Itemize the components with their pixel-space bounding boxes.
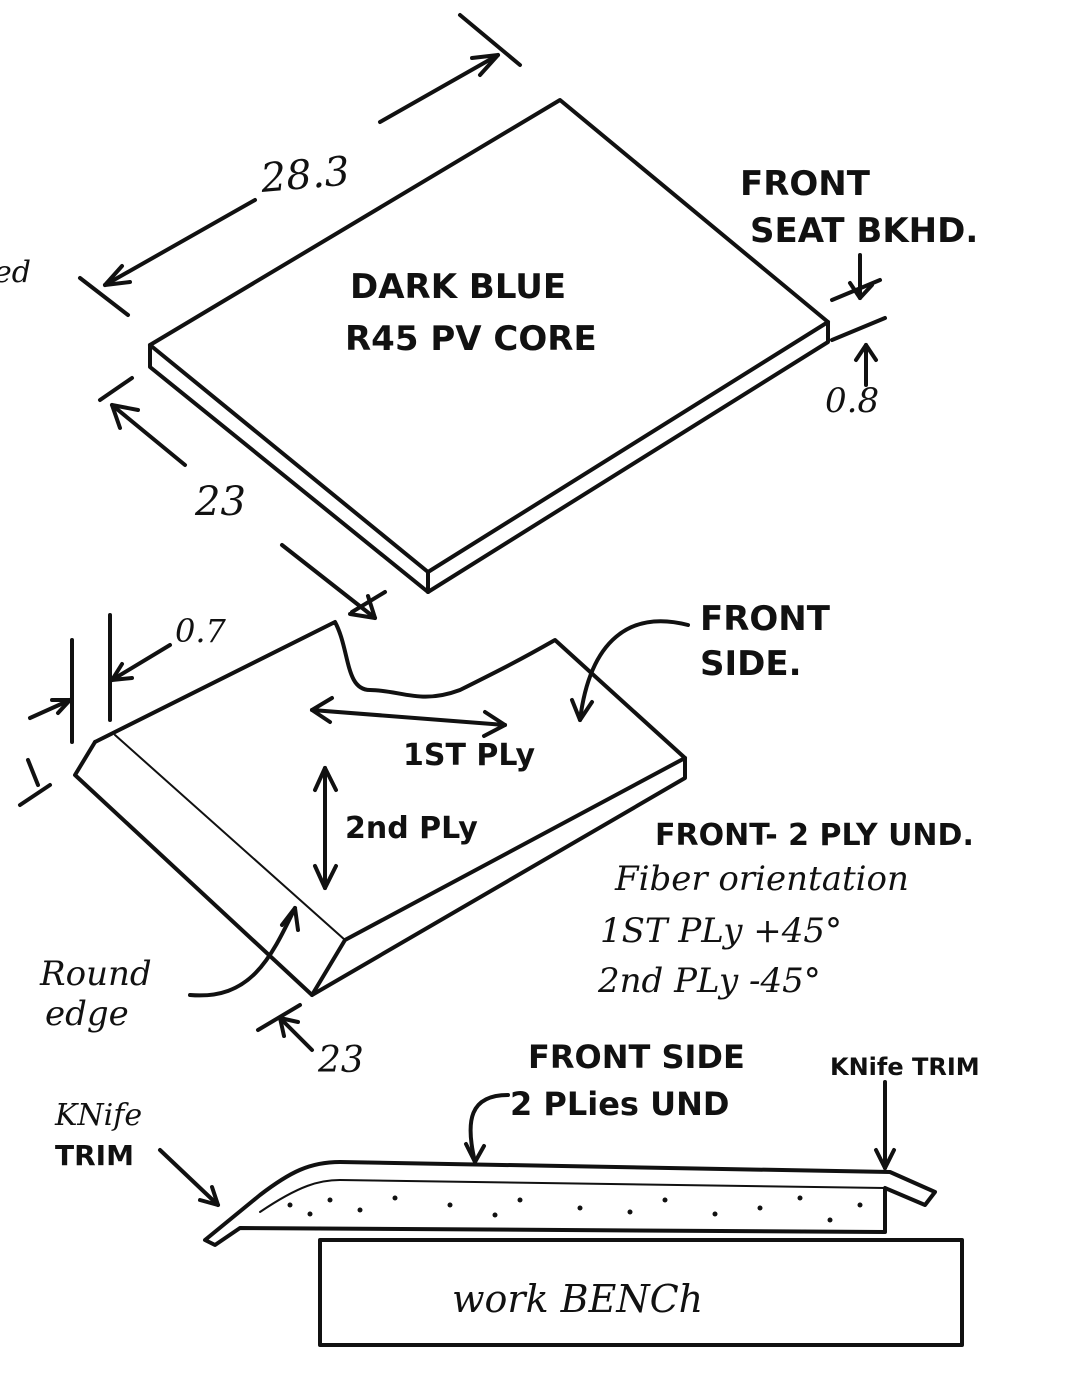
bench-top-line1: FRONT SIDE [528,1038,745,1076]
core-material-line2: R45 PV CORE [345,319,597,359]
dim-width2-line [256,1003,314,1052]
dim-thickness-label: 0.8 [825,381,879,421]
edge-line1: Round [39,954,152,994]
left-trim-arrow [158,1148,220,1207]
location-line2: SEAT BKHD. [750,211,978,251]
side-line1: FRONT [700,599,831,639]
ply1-label: 1ST PLy [403,738,535,773]
dim-width2-label: 23 [317,1040,364,1081]
dim-length-line [78,13,522,317]
note-line3: 1ST PLy +45° [600,911,842,951]
left-trim-line1: KNife [54,1098,142,1133]
front-side-arrow [570,619,690,722]
left-trim-line2: TRIM [55,1139,134,1172]
ply2-label: 2nd PLy [345,811,478,846]
round-edge-arrow [188,906,300,998]
edge-line2: edge [45,994,129,1034]
right-trim-label: KNife TRIM [830,1053,980,1081]
layup-top-face [93,620,687,997]
core-dots [287,1195,863,1223]
dim-thickness-line [830,253,887,387]
core-thickness-edge [148,320,830,594]
dim-edge-label: 0.7 [175,612,227,650]
work-bench [318,1238,964,1347]
plies-arrow [464,1093,510,1164]
bench-top-line2: 2 PLies UND [510,1085,729,1123]
ply1-arrow [310,696,507,738]
cut-off-label: ed [0,255,31,290]
bench-label: work BENCh [452,1277,703,1321]
side-line2: SIDE. [700,644,802,684]
dim-edge-line [18,613,172,807]
note-line4: 2nd PLy -45° [597,961,821,1001]
dim-width-line [98,376,387,620]
right-trim-arrow [874,1080,896,1170]
layup-panel [73,620,687,997]
location-line1: FRONT [740,164,871,204]
layup-edges [73,740,687,997]
ply2-arrow [313,766,338,890]
note-line1: FRONT- 2 PLY UND. [655,818,974,853]
dim-length-label: 28.3 [258,148,352,202]
laminate-section [203,1160,937,1247]
core-material-line1: DARK BLUE [350,267,566,307]
round-edge-line [114,734,346,941]
core-panel [148,98,830,594]
dim-width-label: 23 [194,479,246,525]
note-line2: Fiber orientation [614,859,909,899]
